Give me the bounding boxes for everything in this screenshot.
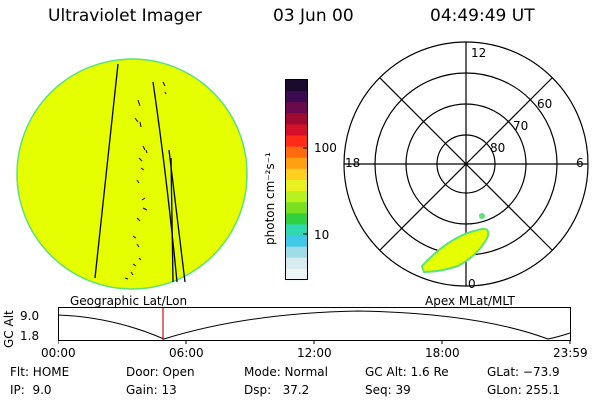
- status-dsp: Dsp: 37.2: [244, 383, 310, 397]
- status-flight: Flt: HOME: [10, 365, 70, 379]
- colorbar-segment: [286, 224, 307, 237]
- colorbar-segment: [286, 102, 307, 114]
- colorbar-tick-100: 100: [314, 141, 337, 155]
- altitude-min-label: 1.8: [20, 329, 40, 343]
- lat-label-70: 70: [513, 119, 529, 133]
- coastline-dashes: [124, 81, 167, 280]
- status-door: Door: Open: [126, 365, 195, 379]
- colorbar-segment: [286, 113, 307, 125]
- status-mode: Mode: Normal: [244, 365, 328, 379]
- auroral-oval: [420, 227, 490, 274]
- terminator-lines: [94, 63, 186, 283]
- instrument-title: Ultraviolet Imager: [48, 6, 202, 26]
- colorbar-unit-label: photon cm⁻²s⁻¹: [263, 152, 277, 245]
- time-tick-2359: 23:59: [553, 346, 588, 360]
- lat-label-60: 60: [537, 97, 553, 111]
- status-ip: IP: 9.0: [10, 383, 52, 397]
- colorbar-segment: [286, 213, 307, 225]
- colorbar-segment: [286, 246, 307, 259]
- time-tick-0000: 00:00: [41, 346, 76, 360]
- colorbar-segment: [286, 180, 307, 192]
- lat-label-80: 80: [490, 141, 506, 155]
- status-glat: GLat: −73.9: [487, 365, 560, 379]
- colorbar-segment: [286, 146, 307, 159]
- colorbar-segment: [286, 91, 307, 103]
- colorbar-segment: [286, 268, 307, 281]
- colorbar-segment: [286, 157, 307, 170]
- colorbar-segment: [286, 168, 307, 181]
- geographic-view-label: Geographic Lat/Lon: [70, 294, 188, 308]
- time-tick-0600: 06:00: [169, 346, 204, 360]
- time-label: 04:49:49 UT: [430, 6, 535, 26]
- status-seq: Seq: 39: [365, 383, 411, 397]
- altitude-max-label: 9.0: [20, 309, 40, 323]
- colorbar-segment: [286, 257, 307, 270]
- colorbar-segment: [286, 124, 307, 137]
- mlt-label-18: 18: [345, 156, 361, 170]
- altitude-orbit-plot: [58, 307, 571, 344]
- colorbar-tick-10: 10: [314, 228, 330, 242]
- colorbar-segment: [286, 80, 307, 92]
- earth-disk: [16, 58, 248, 290]
- geographic-image-panel: [16, 58, 248, 290]
- mlt-label-12: 12: [471, 46, 487, 60]
- polar-grid-panel: [343, 41, 589, 287]
- mlt-label-6: 6: [576, 156, 584, 170]
- colorbar-segment: [286, 135, 307, 148]
- auroral-spot: [479, 213, 485, 219]
- altitude-axis-label: GC Alt: [2, 310, 16, 348]
- status-glon: GLon: 255.1: [487, 383, 560, 397]
- colorbar-segment: [286, 235, 307, 248]
- time-tick-1200: 12:00: [297, 346, 332, 360]
- status-gc-alt: GC Alt: 1.6 Re: [365, 365, 449, 379]
- polar-view-label: Apex MLat/MLT: [425, 294, 515, 308]
- time-tick-1800: 18:00: [425, 346, 460, 360]
- date-label: 03 Jun 00: [273, 6, 354, 26]
- colorbar: [285, 79, 308, 281]
- colorbar-segment: [286, 191, 307, 203]
- colorbar-segment: [286, 202, 307, 214]
- status-gain: Gain: 13: [126, 383, 177, 397]
- mlt-label-0: 0: [468, 277, 476, 291]
